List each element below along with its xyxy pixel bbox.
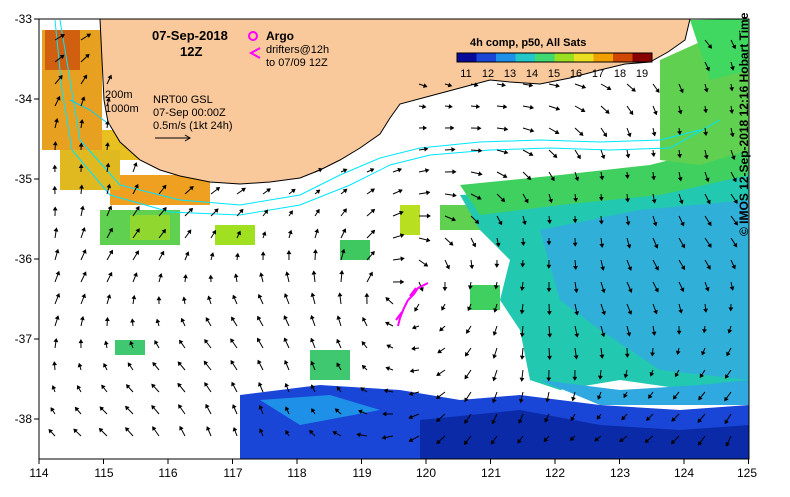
colorbar-tick: 11 [460, 68, 471, 80]
x-tick-label: 116 [158, 466, 177, 480]
colorbar-tick: 15 [548, 68, 560, 80]
x-tick-label: 123 [610, 466, 630, 480]
current-time-label: 07-Sep 00:00Z [153, 107, 226, 119]
colorbar-cell [594, 53, 614, 62]
x-tick-label: 117 [223, 466, 242, 480]
y-tick-label: -35 [15, 172, 33, 186]
colorbar-cell [516, 53, 536, 62]
isobath-200-label: 200m [105, 89, 133, 101]
colorbar-tick: 14 [526, 68, 538, 80]
x-tick-label: 118 [287, 466, 306, 480]
scale-label: 0.5m/s (1kt 24h) [153, 120, 232, 132]
argo-label: Argo [266, 29, 294, 43]
y-tick-label: -37 [15, 332, 33, 346]
x-tick-label: 115 [94, 466, 113, 480]
colorbar-cell [633, 53, 653, 62]
drifters-label: drifters@12h [266, 44, 329, 56]
colorbar-cell [477, 53, 497, 62]
drifters-time-label: to 07/09 12Z [266, 57, 328, 69]
x-tick-label: 120 [416, 466, 436, 480]
credit-text: © IMOS 12-Sep-2018 12:16 Hobart Time [734, 116, 754, 236]
colorbar-cell [613, 53, 633, 62]
x-tick-label: 122 [545, 466, 565, 480]
x-axis-labels: 114 115 116 117 118 119 120 121 122 123 … [29, 466, 757, 480]
x-tick-label: 114 [29, 466, 48, 480]
colorbar-tick: 13 [504, 68, 516, 80]
colorbar-title: 4h comp, p50, All Sats [470, 37, 586, 49]
credit-label: © IMOS 12-Sep-2018 12:16 Hobart Time [737, 12, 751, 236]
x-tick-label: 125 [737, 466, 757, 480]
x-tick-label: 119 [352, 466, 371, 480]
y-tick-label: -33 [15, 12, 33, 26]
map-time: 12Z [180, 44, 202, 59]
y-tick-label: -36 [15, 252, 33, 266]
colorbar-tick: 18 [614, 68, 626, 80]
isobath-1000-label: 1000m [105, 103, 139, 115]
colorbar-tick: 17 [592, 68, 604, 80]
colorbar-tick: 12 [482, 68, 494, 80]
colorbar-cell [496, 53, 516, 62]
x-tick-label: 121 [481, 466, 501, 480]
colorbar-cell [555, 53, 575, 62]
colorbar-tick: 16 [570, 68, 582, 80]
y-tick-label: -34 [15, 92, 33, 106]
y-axis-labels: -33 -34 -35 -36 -37 -38 [15, 12, 33, 426]
y-tick-label: -38 [15, 412, 33, 426]
x-tick-label: 124 [674, 466, 694, 480]
current-source-label: NRT00 GSL [153, 94, 213, 106]
colorbar-cell [457, 53, 477, 62]
colorbar-cell [574, 53, 594, 62]
colorbar-cell [535, 53, 555, 62]
map-date: 07-Sep-2018 [152, 28, 228, 43]
colorbar-tick: 19 [636, 68, 648, 80]
